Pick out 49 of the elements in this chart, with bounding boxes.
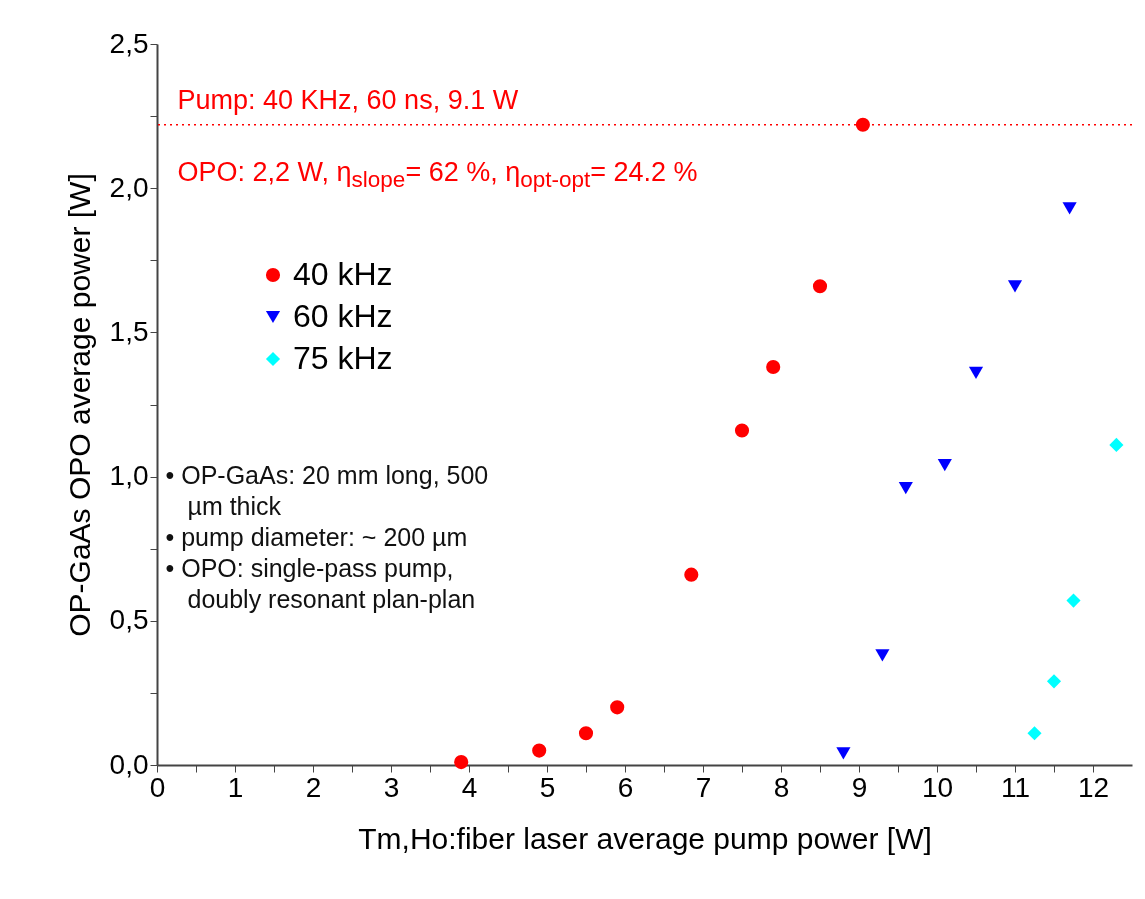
x-tick-label: 3 bbox=[383, 771, 400, 803]
x-tick-label: 10 bbox=[921, 771, 954, 803]
legend-label: 75 kHz bbox=[293, 340, 393, 376]
point bbox=[1046, 674, 1062, 689]
point bbox=[836, 747, 851, 760]
x-tick-label: 4 bbox=[461, 771, 478, 803]
x-axis-title: Tm,Ho:fiber laser average pump power [W] bbox=[358, 821, 932, 855]
legend-label: 40 kHz bbox=[293, 256, 393, 292]
y-tick-label: 1,5 bbox=[109, 315, 149, 347]
point bbox=[937, 458, 952, 472]
x-tick-label: 7 bbox=[695, 771, 712, 803]
x-tick-label: 11 bbox=[1000, 771, 1031, 803]
x-tick-label: 6 bbox=[617, 771, 634, 803]
point bbox=[532, 743, 547, 758]
annotation: • OPO: single-pass pump, doubly resonant plan-plan bbox=[165, 552, 477, 615]
annotation: • pump diameter: ~ 200 µm bbox=[165, 521, 469, 553]
x-tick-label: 8 bbox=[773, 771, 790, 803]
y-tick-label: 0,0 bbox=[109, 748, 149, 780]
point bbox=[1062, 202, 1077, 215]
point bbox=[610, 700, 625, 715]
point bbox=[1007, 280, 1023, 293]
y-tick-label: 2,5 bbox=[109, 27, 149, 59]
x-tick-label: 9 bbox=[851, 771, 868, 803]
point bbox=[898, 482, 913, 495]
y-tick-label: 2,0 bbox=[109, 171, 149, 203]
point bbox=[1109, 437, 1124, 452]
point bbox=[855, 117, 870, 132]
annotation: OPO: 2,2 W, η$_{slope}$= 62 %, η$_{opt-opt}$= 24.2 % bbox=[177, 156, 698, 193]
x-tick-label: 12 bbox=[1077, 771, 1110, 803]
point bbox=[812, 279, 828, 294]
point bbox=[766, 359, 781, 375]
y-axis-title: OP-GaAs OPO average power [W] bbox=[62, 173, 96, 637]
point bbox=[454, 755, 469, 770]
legend-label: 60 kHz bbox=[293, 298, 393, 334]
x-tick-label: 5 bbox=[539, 771, 556, 803]
y-tick-label: 1,0 bbox=[109, 460, 149, 492]
x-tick-label: 2 bbox=[305, 771, 322, 803]
annotation: Pump: 40 KHz, 60 ns, 9.1 W bbox=[177, 84, 519, 116]
point bbox=[734, 423, 750, 438]
point bbox=[968, 366, 984, 379]
point bbox=[1066, 593, 1081, 608]
y-tick-label: 0,5 bbox=[109, 604, 149, 636]
point bbox=[875, 649, 890, 662]
annotation: • OP-GaAs: 20 mm long, 500 µm thick bbox=[165, 459, 490, 522]
point bbox=[1027, 726, 1042, 741]
point bbox=[684, 567, 699, 582]
x-tick-label: 1 bbox=[227, 771, 244, 803]
point bbox=[578, 726, 594, 741]
x-tick-label: 0 bbox=[149, 771, 166, 803]
